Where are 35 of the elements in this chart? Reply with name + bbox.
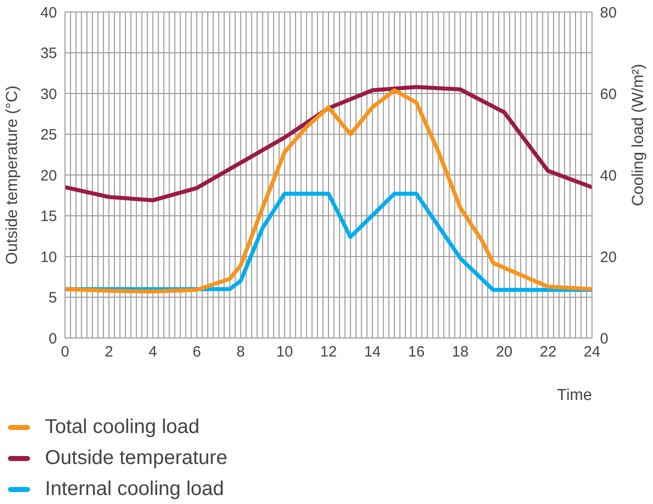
x-tick-label: 2 (104, 344, 114, 361)
line-series (65, 88, 592, 294)
legend-label: Total cooling load (45, 416, 200, 439)
x-tick-label: 22 (540, 344, 556, 361)
y2-tick-label: 20 (600, 248, 617, 266)
line-series (65, 84, 592, 202)
x-tick-label: 24 (584, 344, 600, 361)
y-tick-label: 5 (48, 290, 57, 307)
y2-tick-label: 60 (600, 86, 617, 103)
y-tick-label: 30 (40, 86, 57, 103)
y-tick-label: 10 (40, 248, 57, 266)
y-tick-label: 25 (40, 126, 57, 144)
y-tick-label: 40 (40, 4, 57, 22)
legend-label: Internal cooling load (45, 478, 224, 501)
x-tick-label: 12 (320, 344, 337, 361)
y-tick-label: 35 (40, 45, 57, 62)
y2-tick-label: 80 (600, 4, 617, 22)
y2-axis-title: Cooling load (W/m²) (630, 64, 647, 206)
x-tick-label: 18 (452, 344, 469, 361)
x-tick-label: 16 (408, 344, 425, 361)
legend-label: Outside temperature (45, 447, 228, 470)
x-tick-label: 8 (236, 344, 245, 361)
y-tick-label: 0 (48, 330, 57, 348)
y-tick-label: 15 (40, 208, 57, 226)
y2-tick-label: 0 (600, 330, 608, 348)
y2-tick-label: 40 (600, 167, 617, 184)
x-tick-label: 14 (364, 344, 381, 361)
x-tick-label: 20 (496, 344, 513, 361)
y-tick-label: 20 (40, 167, 57, 184)
x-axis-title: Time (557, 387, 592, 404)
x-tick-label: 4 (148, 344, 158, 361)
y-axis-title: Outside temperature (°C) (4, 86, 21, 264)
x-tick-label: 0 (60, 344, 70, 361)
x-tick-label: 10 (276, 344, 293, 361)
x-tick-label: 6 (192, 344, 201, 361)
